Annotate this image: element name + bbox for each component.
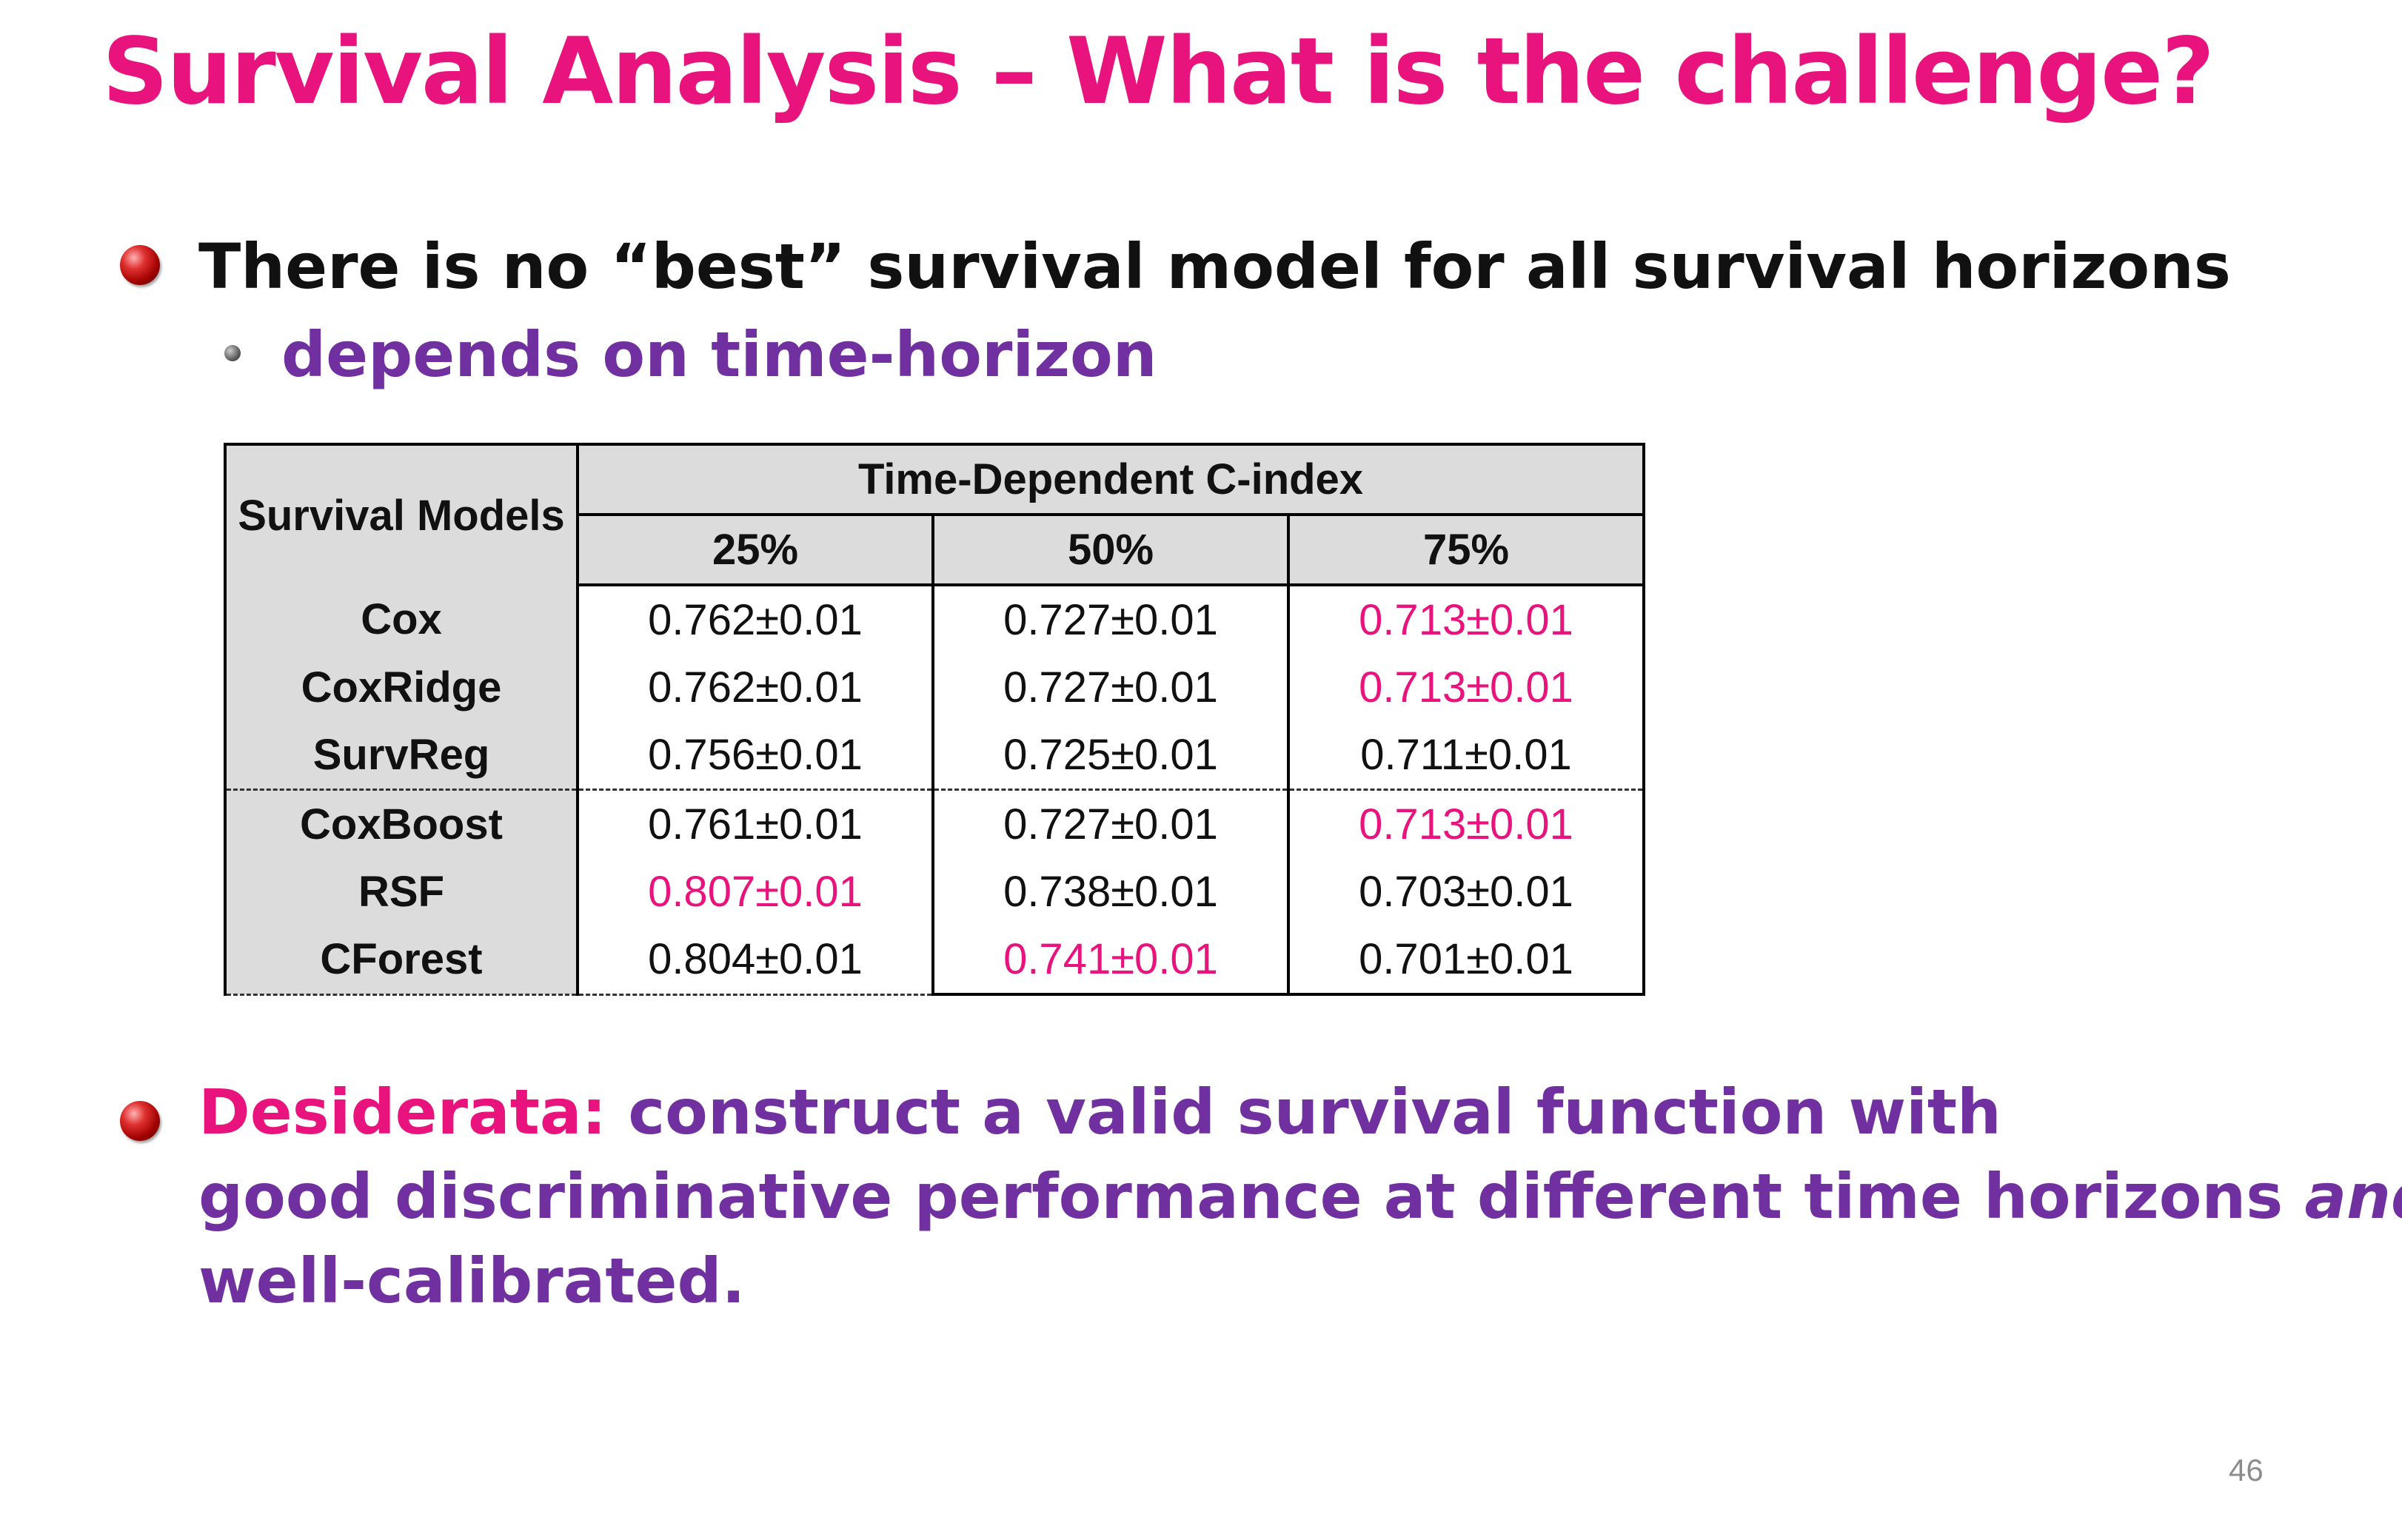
table-cell: 0.761±0.01 [576, 789, 934, 858]
table-cell: 0.762±0.01 [576, 585, 934, 654]
desiderata-and-italic: and [2304, 1160, 2402, 1233]
desiderata-line-3: well-calibrated. [198, 1245, 746, 1317]
table-row: RSF 0.807±0.01 0.738±0.01 0.703±0.01 [224, 858, 1645, 925]
bullet-text-no-best-model: There is no “best” survival model for al… [198, 230, 2231, 303]
table-cell-best: 0.713±0.01 [1287, 654, 1645, 721]
c-index-group-header: Time-Dependent C-index [576, 443, 1645, 516]
table-cell: 0.762±0.01 [576, 654, 934, 721]
c-index-table: Survival Models Time-Dependent C-index 2… [224, 443, 1645, 996]
model-column-header: Survival Models [224, 443, 579, 585]
desiderata-line2-text: good discriminative performance at diffe… [198, 1160, 2305, 1233]
table-cell: 0.727±0.01 [931, 789, 1290, 858]
slide-title: Survival Analysis – What is the challeng… [102, 19, 2215, 125]
table-row: CoxRidge 0.762±0.01 0.727±0.01 0.713±0.0… [224, 654, 1645, 721]
table-cell-best: 0.713±0.01 [1287, 585, 1645, 654]
table-cell: 0.727±0.01 [931, 654, 1290, 721]
model-name: CoxBoost [224, 789, 579, 858]
bullet-icon [120, 1101, 160, 1141]
model-name: CoxRidge [224, 654, 579, 721]
col-header-50: 50% [931, 515, 1290, 586]
table-cell: 0.756±0.01 [576, 721, 934, 791]
sub-bullet-icon [224, 345, 241, 361]
model-name: SurvReg [224, 721, 579, 791]
table-cell: 0.703±0.01 [1287, 858, 1645, 925]
desiderata-label: Desiderata: [198, 1076, 607, 1148]
model-name: RSF [224, 858, 579, 925]
table-cell: 0.701±0.01 [1287, 925, 1645, 996]
table-row: SurvReg 0.756±0.01 0.725±0.01 0.711±0.01 [224, 721, 1645, 791]
table-cell-best: 0.741±0.01 [931, 925, 1290, 996]
model-name: CForest [224, 925, 579, 996]
page-number: 46 [2229, 1453, 2264, 1487]
sub-bullet-text: depends on time-horizon [281, 318, 1157, 391]
table-cell: 0.711±0.01 [1287, 721, 1645, 791]
table-row: CoxBoost 0.761±0.01 0.727±0.01 0.713±0.0… [224, 789, 1645, 858]
table-row: CForest 0.804±0.01 0.741±0.01 0.701±0.01 [224, 925, 1645, 996]
table-cell: 0.738±0.01 [931, 858, 1290, 925]
table-cell-best: 0.807±0.01 [576, 858, 934, 925]
model-name: Cox [224, 585, 579, 654]
table-cell: 0.727±0.01 [931, 585, 1290, 654]
table-cell: 0.725±0.01 [931, 721, 1290, 791]
table-cell: 0.804±0.01 [576, 925, 934, 996]
col-header-75: 75% [1287, 515, 1645, 586]
table-cell-best: 0.713±0.01 [1287, 789, 1645, 858]
desiderata-line-1: Desiderata: construct a valid survival f… [198, 1070, 2402, 1154]
col-header-25: 25% [576, 515, 934, 586]
table-row: Cox 0.762±0.01 0.727±0.01 0.713±0.01 [224, 585, 1645, 654]
desiderata-line1-text: construct a valid survival function with [628, 1076, 2001, 1148]
desiderata-text: Desiderata: construct a valid survival f… [198, 1070, 2402, 1323]
bullet-icon [120, 245, 160, 285]
desiderata-line-2: good discriminative performance at diffe… [198, 1154, 2402, 1239]
